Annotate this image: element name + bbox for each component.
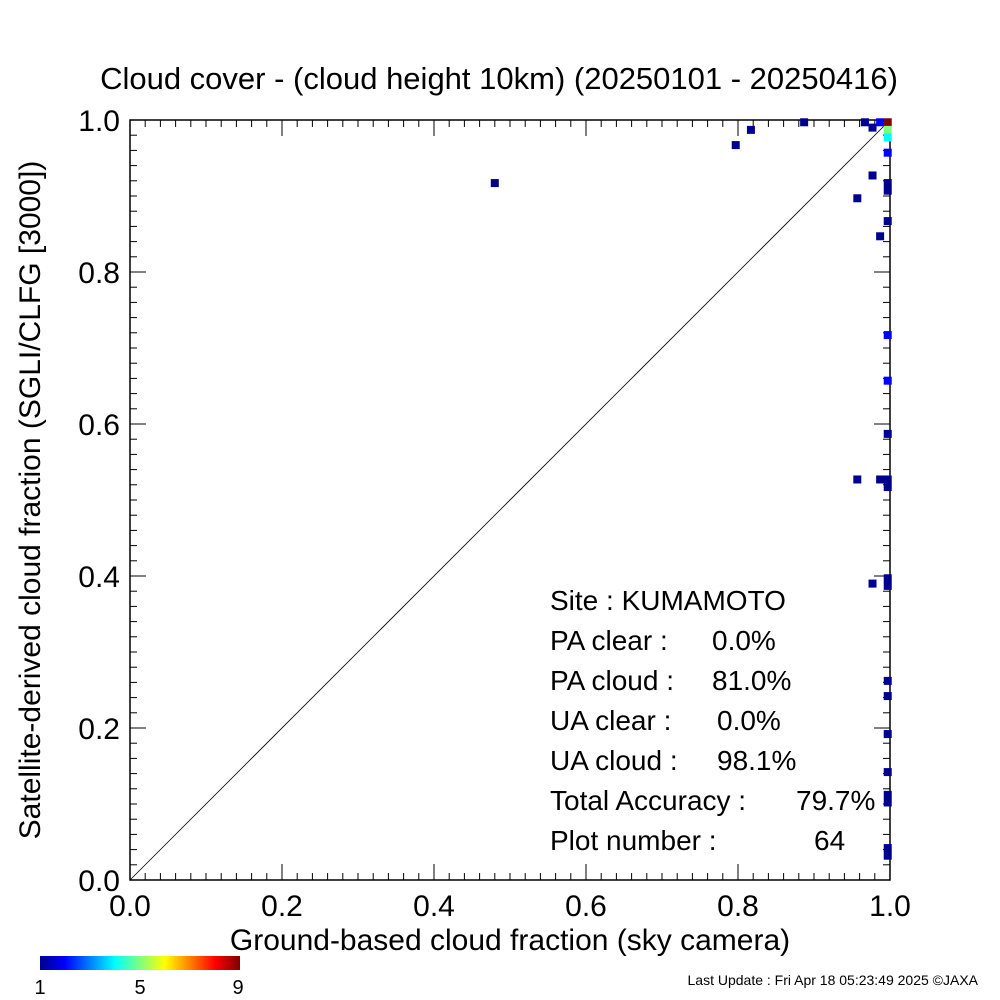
stat-label: PA cloud : [550, 665, 674, 696]
x-axis-label: Ground-based cloud fraction (sky camera) [230, 924, 790, 957]
data-point [883, 676, 892, 685]
data-point [853, 475, 862, 484]
data-point [883, 133, 892, 142]
y-tick-label: 0.6 [78, 409, 120, 442]
data-point [731, 141, 740, 150]
x-tick-label: 0.6 [565, 890, 607, 923]
data-point [868, 579, 877, 588]
data-point [883, 483, 892, 492]
data-point [883, 581, 892, 590]
data-point [883, 331, 892, 340]
stat-label: Site : KUMAMOTO [550, 585, 786, 616]
stat-label: PA clear : [550, 625, 668, 656]
y-tick-label: 0.0 [78, 865, 120, 898]
stat-value: 79.7% [796, 785, 875, 816]
stats-panel: Site : KUMAMOTO PA clear : 0.0% PA cloud : 8… [550, 585, 875, 856]
data-point [860, 118, 869, 127]
data-point [868, 123, 877, 132]
data-points [490, 118, 892, 860]
x-tick-label: 0.0 [109, 890, 151, 923]
stat-label: UA clear : [550, 705, 671, 736]
data-point [883, 692, 892, 701]
y-tick-label: 0.4 [78, 561, 120, 594]
data-point [883, 798, 892, 807]
y-tick-labels: 0.0 0.2 0.4 0.6 0.8 1.0 [78, 105, 120, 898]
data-point [883, 186, 892, 195]
stat-label: UA cloud : [550, 745, 678, 776]
last-update: Last Update : Fri Apr 18 05:23:49 2025 ©… [688, 972, 979, 988]
one-to-one-line [129, 119, 891, 881]
y-tick-label: 1.0 [78, 105, 120, 138]
stat-value: 0.0% [717, 705, 781, 736]
colorbar [40, 956, 240, 970]
chart-title: Cloud cover - (cloud height 10km) (20250… [100, 61, 898, 96]
data-point [883, 768, 892, 777]
x-tick-label: 0.2 [261, 890, 303, 923]
stat-label: Total Accuracy : [550, 785, 746, 816]
data-point [853, 194, 862, 203]
stat-label: Plot number : [550, 825, 717, 856]
x-tick-label: 1.0 [869, 890, 911, 923]
data-point [490, 179, 499, 188]
colorbar-labels: 1 5 9 [34, 977, 243, 999]
data-point [883, 790, 892, 799]
data-point [883, 475, 892, 484]
data-point [800, 118, 809, 127]
data-point [868, 171, 877, 180]
data-point [883, 125, 892, 134]
y-axis-label: Satellite-derived cloud fraction (SGLI/C… [14, 161, 47, 840]
data-point [883, 118, 892, 127]
x-tick-labels: 0.0 0.2 0.4 0.6 0.8 1.0 [109, 890, 911, 923]
data-point [883, 844, 892, 853]
stat-value: 0.0% [712, 625, 776, 656]
stat-value: 64 [814, 825, 845, 856]
y-tick-label: 0.8 [78, 257, 120, 290]
colorbar-label: 9 [232, 977, 243, 999]
colorbar-label: 5 [134, 977, 145, 999]
x-tick-label: 0.8 [717, 890, 759, 923]
stat-value: 81.0% [712, 665, 791, 696]
data-point [883, 574, 892, 583]
data-point [883, 851, 892, 860]
data-point [876, 118, 885, 127]
data-point [876, 232, 885, 241]
data-point [883, 376, 892, 385]
data-point [876, 475, 885, 484]
data-point [883, 148, 892, 157]
data-point [883, 179, 892, 188]
stat-value: 98.1% [717, 745, 796, 776]
data-point [883, 730, 892, 739]
data-point [883, 429, 892, 438]
x-tick-label: 0.4 [413, 890, 455, 923]
colorbar-label: 1 [34, 977, 45, 999]
data-point [883, 217, 892, 226]
data-point [746, 125, 755, 134]
y-tick-label: 0.2 [78, 713, 120, 746]
